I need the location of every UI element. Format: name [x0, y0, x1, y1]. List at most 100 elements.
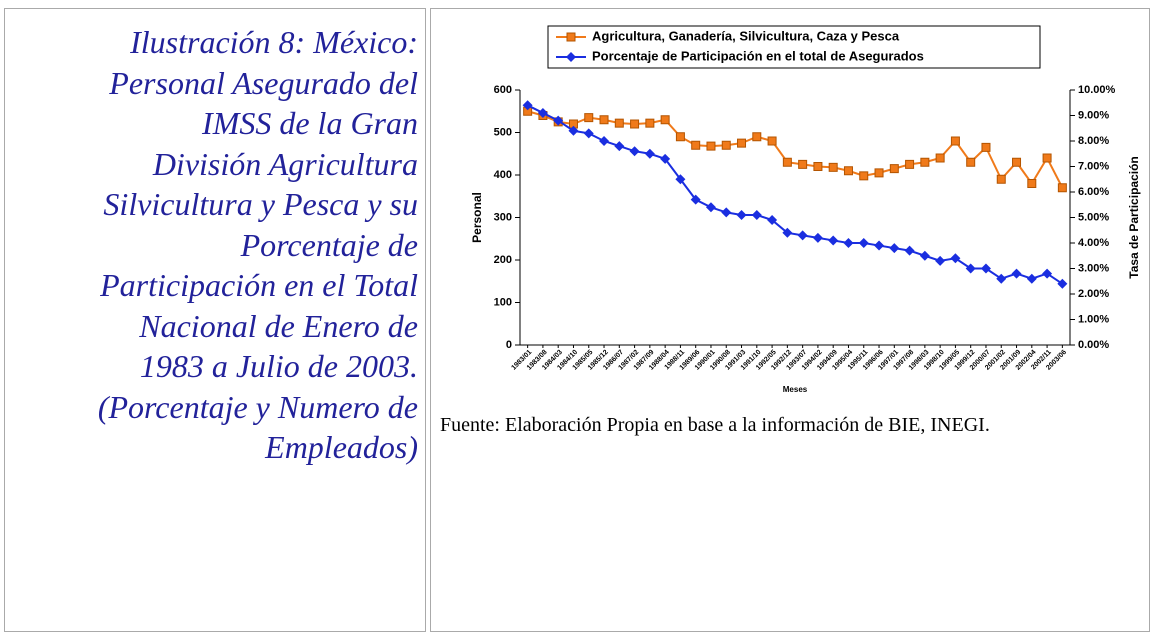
data-point: [675, 132, 685, 142]
data-point: [584, 113, 594, 123]
data-point: [721, 207, 732, 218]
series-line: [527, 104, 1063, 285]
y-tick-label: 400: [494, 169, 512, 181]
data-point: [798, 159, 808, 169]
data-point: [736, 209, 747, 220]
chart: 0 100 200 300 400 500 600 0.00% 1.00% 2.00% 3.00% 4…: [470, 25, 1141, 394]
caption-line: División Agricultura: [152, 145, 418, 182]
data-point: [583, 128, 594, 139]
data-point: [966, 157, 976, 167]
data-point: [553, 115, 564, 126]
data-point: [980, 263, 991, 274]
caption-line: Personal Asegurado del: [109, 64, 418, 101]
data-point: [919, 250, 930, 261]
data-point: [996, 273, 1007, 284]
data-point: [767, 136, 777, 146]
data-point: [737, 138, 747, 148]
data-point: [782, 227, 793, 238]
data-point: [751, 209, 762, 220]
data-point: [1012, 157, 1022, 167]
data-point: [904, 245, 915, 256]
data-point: [706, 141, 716, 151]
y-tick-label: 200: [494, 254, 512, 266]
y-tick-label: 0: [506, 339, 512, 351]
caption-line: Participación en el Total: [100, 267, 418, 303]
y2-tick-label: 3.00%: [1078, 262, 1109, 274]
y-tick-label: 100: [494, 296, 512, 308]
data-point: [767, 215, 778, 226]
y2-tick-label: 5.00%: [1078, 211, 1109, 223]
caption: Ilustración 8: México: Personal Asegurado…: [20, 22, 418, 468]
legend-label: Porcentaje de Participación en el total …: [592, 48, 924, 63]
data-point: [721, 140, 731, 150]
data-point: [965, 263, 976, 274]
data-point: [828, 162, 838, 172]
y-tick-label: 600: [494, 84, 512, 96]
data-point: [843, 238, 854, 248]
data-point: [1027, 179, 1037, 188]
data-point: [522, 100, 533, 111]
data-point: [950, 136, 960, 146]
caption-line: 1983 a Julio de 2003.: [139, 348, 418, 384]
source-note: Fuente: Elaboración Propia en base a la …: [440, 414, 990, 436]
data-point: [935, 255, 946, 266]
data-point: [874, 168, 884, 178]
data-point: [537, 107, 548, 118]
caption-line: Nacional de Enero de: [139, 307, 418, 344]
data-point: [705, 202, 716, 213]
data-point: [874, 240, 885, 251]
data-point: [691, 140, 701, 150]
data-point: [752, 132, 762, 142]
legend-box: [547, 25, 1041, 69]
data-point: [812, 232, 823, 243]
data-point: [981, 142, 991, 152]
data-point: [889, 243, 900, 254]
caption-line: IMSS de la Gran: [202, 105, 418, 141]
caption-line: Empleados): [265, 429, 418, 465]
data-point: [813, 162, 823, 171]
data-point: [1026, 273, 1037, 284]
y2-tick-label: 4.00%: [1078, 237, 1109, 249]
caption-line: (Porcentaje y Numero de: [97, 388, 418, 425]
data-point: [599, 136, 610, 146]
data-point: [629, 146, 640, 157]
y2-tick-label: 2.00%: [1078, 288, 1109, 300]
data-point: [614, 141, 625, 152]
caption-line: Porcentaje de: [240, 226, 418, 263]
data-point: [905, 159, 915, 169]
y2-axis-title: Tasa de Participación: [1127, 156, 1141, 279]
data-point: [797, 230, 808, 241]
data-point: [782, 157, 792, 167]
data-point: [1042, 153, 1052, 163]
data-point: [645, 118, 655, 128]
data-point: [630, 119, 640, 129]
legend-label: Agricultura, Ganadería, Silvicultura, Ca…: [592, 28, 900, 43]
data-point: [568, 125, 579, 136]
caption-line: Silvicultura y Pesca y su: [103, 186, 418, 222]
data-point: [1057, 278, 1068, 289]
data-point: [1057, 183, 1067, 193]
data-point: [690, 194, 701, 205]
data-point: [996, 174, 1006, 184]
data-point: [660, 153, 671, 164]
data-point: [599, 115, 609, 125]
data-point: [843, 166, 853, 176]
y-axis-title: Personal: [470, 192, 484, 243]
data-point: [859, 171, 869, 181]
y2-tick-label: 9.00%: [1078, 109, 1109, 121]
y2-tick-label: 6.00%: [1078, 186, 1109, 198]
data-point: [889, 164, 899, 174]
data-point: [660, 115, 670, 125]
y2-tick-label: 8.00%: [1078, 135, 1109, 147]
y2-tick-label: 0.00%: [1078, 339, 1109, 351]
data-point: [644, 148, 655, 159]
x-axis-title: Meses: [783, 385, 808, 394]
data-point: [920, 157, 930, 167]
data-point: [675, 174, 686, 185]
data-point: [828, 235, 839, 246]
y-tick-label: 300: [494, 211, 512, 223]
legend-marker: [566, 52, 576, 62]
y2-tick-label: 7.00%: [1078, 160, 1109, 172]
data-point: [858, 238, 869, 248]
